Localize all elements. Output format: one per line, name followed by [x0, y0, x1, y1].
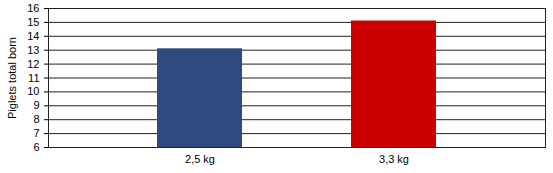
svg-text:7: 7	[33, 127, 39, 139]
svg-text:15: 15	[27, 16, 39, 28]
svg-text:2,5 kg: 2,5 kg	[185, 153, 215, 165]
svg-text:14: 14	[27, 30, 39, 42]
svg-text:8: 8	[33, 113, 39, 125]
svg-text:3,3 kg: 3,3 kg	[379, 153, 409, 165]
svg-text:11: 11	[28, 72, 39, 84]
svg-text:16: 16	[27, 2, 39, 14]
svg-text:9: 9	[33, 99, 39, 111]
svg-text:6: 6	[33, 141, 39, 153]
svg-text:13: 13	[27, 44, 39, 56]
svg-text:Piglets total born: Piglets total born	[6, 37, 18, 119]
svg-text:10: 10	[27, 85, 39, 97]
svg-text:12: 12	[27, 58, 39, 70]
